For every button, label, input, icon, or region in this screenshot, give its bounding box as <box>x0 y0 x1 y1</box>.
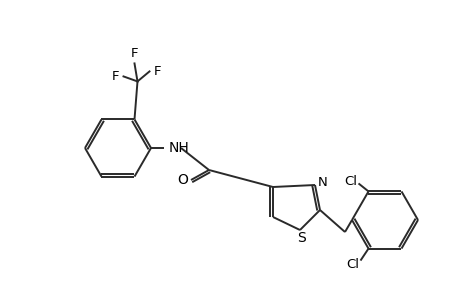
Text: O: O <box>177 173 188 187</box>
Text: F: F <box>153 65 161 78</box>
Text: Cl: Cl <box>343 175 356 188</box>
Text: F: F <box>112 70 119 83</box>
Text: N: N <box>318 176 327 188</box>
Text: S: S <box>297 231 306 245</box>
Text: F: F <box>130 47 138 60</box>
Text: Cl: Cl <box>345 258 358 271</box>
Text: NH: NH <box>168 141 190 155</box>
